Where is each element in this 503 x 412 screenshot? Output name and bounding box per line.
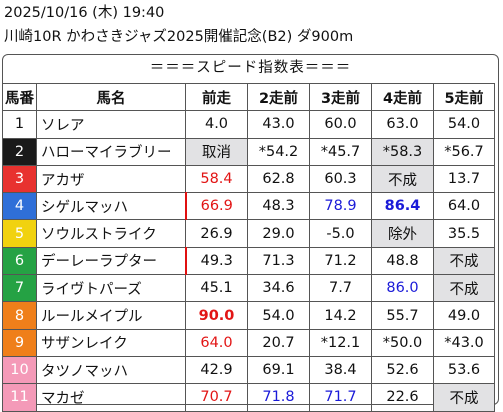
horse-number-cell: 6 (2, 246, 37, 276)
speed-index-cell: 48.8 (371, 246, 434, 276)
speed-index-cell: 71.3 (247, 246, 310, 276)
speed-index-cell: 66.9 (184, 192, 248, 221)
table-row: 2 ハローマイラブリー 取消 *54.2 *45.7 *58.3 *56.7 (2, 137, 495, 166)
table-header-row: 馬番 馬名 前走 2走前 3走前 4走前 5走前 (2, 82, 495, 112)
speed-index-cell: 52.6 (371, 355, 434, 385)
speed-index-cell: 49.0 (433, 301, 495, 330)
horse-number-cell: 9 (2, 328, 37, 357)
speed-index-cell: 71.2 (309, 246, 372, 276)
speed-index-cell: 64.0 (185, 328, 248, 357)
speed-index-cell: 54.0 (247, 301, 310, 330)
speed-index-cell: 64.0 (433, 192, 495, 221)
horse-name-cell: サザンレイク (36, 328, 186, 357)
horse-number-cell: 1 (2, 110, 37, 139)
speed-index-cell: 55.7 (371, 301, 434, 330)
speed-index-cell: *45.7 (309, 137, 372, 166)
speed-index-cell: 49.3 (184, 246, 248, 276)
speed-index-cell: 62.8 (247, 164, 310, 194)
horse-number-cell: 7 (2, 274, 37, 303)
speed-index-cell: -5.0 (309, 219, 372, 248)
speed-index-cell: 取消 (185, 137, 248, 166)
table-row: 7 ライヴトパーズ 45.1 34.6 7.7 86.0 不成 (2, 274, 495, 303)
col-header-4-races-ago: 4走前 (371, 82, 434, 112)
race-title: 川崎10R かわさきジャズ2025開催記念(B2) ダ900m (4, 29, 354, 45)
speed-index-cell: 14.2 (309, 301, 372, 330)
table-row: 8 ルールメイプル 90.0 54.0 14.2 55.7 49.0 (2, 301, 495, 330)
speed-index-cell: 20.7 (247, 328, 310, 357)
speed-index-cell: 不成 (433, 274, 495, 303)
speed-index-cell: *58.3 (371, 137, 434, 166)
speed-index-cell: 43.0 (247, 110, 310, 139)
speed-index-cell: 60.0 (309, 110, 372, 139)
col-header-horse-name: 馬名 (36, 82, 186, 112)
horse-name-cell: シゲルマッハ (36, 192, 186, 221)
speed-index-cell: 13.7 (433, 164, 495, 194)
speed-index-cell: *56.7 (433, 137, 495, 166)
horse-name-cell: ソウルストライク (36, 219, 186, 248)
speed-index-cell: 86.0 (371, 274, 434, 303)
speed-index-cell: 34.6 (247, 274, 310, 303)
col-header-5-races-ago: 5走前 (433, 82, 495, 112)
table-title: ＝＝＝スピード指数表＝＝＝ (149, 60, 352, 76)
speed-index-cell: 38.4 (309, 355, 372, 385)
speed-index-cell: 53.6 (433, 355, 495, 385)
speed-index-cell: 4.0 (185, 110, 248, 139)
speed-index-cell: 63.0 (371, 110, 434, 139)
table-row: 1 ソレア 4.0 43.0 60.0 63.0 54.0 (2, 110, 495, 139)
horse-number-cell: 5 (2, 219, 37, 248)
speed-index-cell: *43.0 (433, 328, 495, 357)
table-row: 4 シゲルマッハ 66.9 48.3 78.9 86.4 64.0 (2, 192, 495, 221)
col-header-3-races-ago: 3走前 (309, 82, 372, 112)
speed-index-cell: 29.0 (247, 219, 310, 248)
speed-index-cell: 7.7 (309, 274, 372, 303)
table-row: 10 タツノマッハ 42.9 69.1 38.4 52.6 53.6 (2, 355, 495, 385)
speed-index-cell: 60.3 (309, 164, 372, 194)
col-header-number: 馬番 (2, 82, 37, 112)
speed-index-cell: 不成 (433, 246, 495, 276)
speed-index-cell: 不成 (371, 164, 434, 194)
horse-name-cell: アカザ (36, 164, 186, 194)
speed-index-cell: 45.1 (185, 274, 248, 303)
horse-name-cell: ハローマイラブリー (36, 137, 186, 166)
speed-index-cell: 58.4 (185, 164, 248, 194)
speed-index-table: 馬番 馬名 前走 2走前 3走前 4走前 5走前 1 ソレア 4.0 43.0 60.0… (2, 82, 495, 412)
table-row: 6 デーレーラプター 49.3 71.3 71.2 48.8 不成 (2, 246, 495, 276)
speed-index-cell: 78.9 (309, 192, 372, 221)
col-header-2-races-ago: 2走前 (247, 82, 310, 112)
speed-index-cell: 除外 (371, 219, 434, 248)
speed-index-cell: 54.0 (433, 110, 495, 139)
speed-index-cell: 90.0 (185, 301, 248, 330)
speed-index-cell: 26.9 (185, 219, 248, 248)
speed-index-cell: 69.1 (247, 355, 310, 385)
horse-name-cell: タツノマッハ (36, 355, 186, 385)
table-row: 3 アカザ 58.4 62.8 60.3 不成 13.7 (2, 164, 495, 194)
speed-index-cell: 42.9 (185, 355, 248, 385)
horse-name-cell: デーレーラプター (36, 246, 186, 276)
speed-index-cell: 86.4 (371, 192, 434, 221)
speed-index-cell: *54.2 (247, 137, 310, 166)
speed-index-cell: *50.0 (371, 328, 434, 357)
horse-number-cell: 2 (2, 137, 37, 166)
table-row: 9 サザンレイク 64.0 20.7 *12.1 *50.0 *43.0 (2, 328, 495, 357)
horse-name-cell: ソレア (36, 110, 186, 139)
horse-number-cell: 8 (2, 301, 37, 330)
table-row: 5 ソウルストライク 26.9 29.0 -5.0 除外 35.5 (2, 219, 495, 248)
speed-index-cell: 48.3 (247, 192, 310, 221)
col-header-last-race: 前走 (185, 82, 248, 112)
horse-number-cell: 10 (2, 355, 37, 385)
horse-name-cell: ルールメイプル (36, 301, 186, 330)
speed-index-cell: *12.1 (309, 328, 372, 357)
race-datetime: 2025/10/16 (木) 19:40 (4, 5, 165, 21)
speed-index-cell: 35.5 (433, 219, 495, 248)
horse-number-cell: 4 (2, 192, 37, 221)
horse-name-cell: ライヴトパーズ (36, 274, 186, 303)
horse-number-cell: 3 (2, 164, 37, 194)
